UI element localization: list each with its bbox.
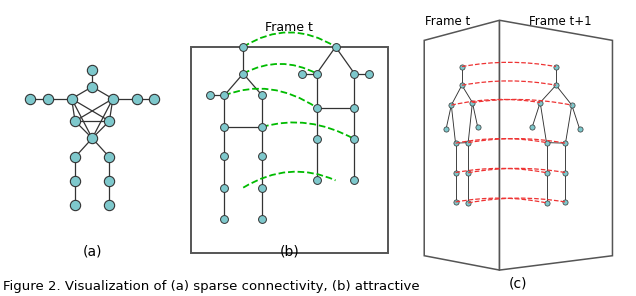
- Point: [257, 154, 267, 158]
- Text: (b): (b): [279, 244, 300, 258]
- Point: [238, 71, 248, 76]
- Point: [132, 96, 142, 101]
- Point: [551, 64, 561, 69]
- Point: [349, 71, 359, 76]
- Point: [441, 127, 451, 131]
- Point: [450, 200, 460, 204]
- Point: [257, 217, 267, 222]
- Point: [312, 71, 322, 76]
- Text: Frame t: Frame t: [425, 15, 471, 28]
- Point: [219, 217, 230, 222]
- Point: [446, 103, 457, 107]
- Point: [331, 44, 341, 49]
- Point: [87, 84, 97, 89]
- Point: [527, 124, 537, 129]
- Point: [463, 140, 473, 145]
- Point: [541, 140, 551, 145]
- Point: [463, 170, 473, 175]
- Point: [541, 170, 551, 175]
- Point: [457, 64, 467, 69]
- Point: [70, 155, 80, 160]
- Point: [297, 71, 307, 76]
- Point: [467, 100, 478, 105]
- Text: (a): (a): [83, 244, 102, 258]
- Point: [349, 137, 359, 141]
- Point: [349, 178, 359, 183]
- Point: [312, 178, 322, 183]
- Point: [535, 100, 545, 105]
- Point: [560, 200, 570, 204]
- Point: [149, 96, 159, 101]
- Point: [104, 179, 114, 184]
- Point: [87, 67, 97, 72]
- Point: [450, 141, 460, 146]
- Point: [219, 154, 230, 158]
- Polygon shape: [424, 20, 499, 270]
- Point: [450, 170, 460, 175]
- Point: [257, 185, 267, 190]
- Point: [104, 203, 114, 207]
- Polygon shape: [499, 20, 612, 270]
- Point: [463, 200, 473, 205]
- Point: [70, 203, 80, 207]
- Point: [107, 96, 118, 101]
- Point: [257, 125, 267, 129]
- Point: [104, 155, 114, 160]
- Point: [312, 105, 322, 110]
- Point: [104, 119, 114, 123]
- Point: [574, 127, 584, 131]
- Point: [25, 96, 36, 101]
- Point: [312, 137, 322, 141]
- Point: [473, 124, 483, 129]
- Point: [70, 119, 80, 123]
- Point: [457, 83, 467, 88]
- Point: [219, 93, 230, 98]
- Point: [238, 44, 248, 49]
- Point: [219, 185, 230, 190]
- Point: [205, 93, 215, 98]
- Point: [541, 200, 551, 205]
- Point: [349, 105, 359, 110]
- Point: [87, 136, 97, 141]
- Text: Frame t+1: Frame t+1: [529, 15, 592, 28]
- Point: [364, 71, 374, 76]
- Point: [560, 170, 570, 175]
- FancyBboxPatch shape: [191, 47, 388, 253]
- Point: [70, 179, 80, 184]
- Text: (c): (c): [509, 276, 528, 290]
- Point: [567, 103, 577, 107]
- Text: Frame t: Frame t: [265, 20, 314, 33]
- Point: [257, 93, 267, 98]
- Point: [560, 141, 570, 146]
- Point: [67, 96, 77, 101]
- Point: [43, 96, 53, 101]
- Text: Figure 2. Visualization of (a) sparse connectivity, (b) attractive: Figure 2. Visualization of (a) sparse co…: [3, 280, 420, 293]
- Point: [551, 83, 561, 88]
- Point: [219, 125, 230, 129]
